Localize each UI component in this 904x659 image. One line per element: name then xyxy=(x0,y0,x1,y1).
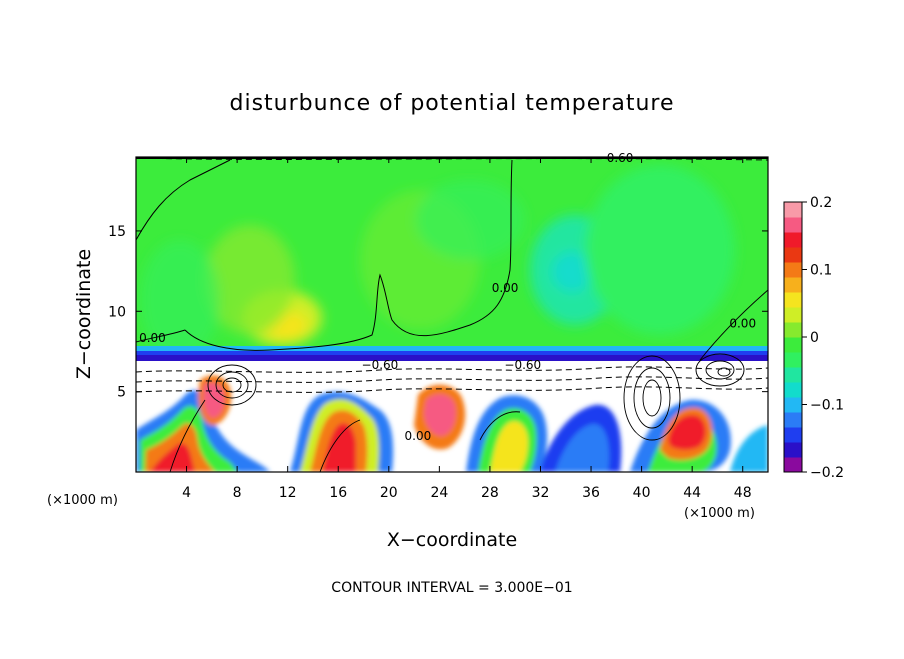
contour-label: 0.00 xyxy=(405,429,432,443)
x-tick-label: 36 xyxy=(582,485,600,501)
colorbar-swatch xyxy=(784,322,802,338)
contour-label: 0.00 xyxy=(139,331,166,345)
colorbar-swatch xyxy=(784,262,802,278)
colorbar xyxy=(783,201,803,473)
colorbar-swatch xyxy=(784,367,802,383)
x-tick-label: 48 xyxy=(734,485,752,501)
colorbar-tick-label: 0.1 xyxy=(810,263,832,279)
colorbar-ticks: 0.2 0.1 0 −0.1 −0.2 xyxy=(802,195,844,481)
colorbar-tick-label: −0.1 xyxy=(810,398,844,414)
x-tick-label: 4 xyxy=(182,485,191,501)
contour-label: −0.60 xyxy=(362,358,399,372)
colorbar-swatch xyxy=(784,277,802,293)
y-axis-ticks: 5 10 15 xyxy=(108,224,768,401)
x-tick-label: 20 xyxy=(380,485,398,501)
y-tick-label: 15 xyxy=(108,224,126,240)
y-tick-label: 5 xyxy=(117,385,126,401)
heatmap-field xyxy=(136,157,768,472)
x-tick-label: 12 xyxy=(279,485,297,501)
x-tick-label: 24 xyxy=(430,485,448,501)
y-tick-label: 10 xyxy=(108,304,126,320)
contour-interval-note: CONTOUR INTERVAL = 3.000E−01 xyxy=(331,580,572,596)
colorbar-swatch xyxy=(784,202,802,218)
contour-label: 0.00 xyxy=(492,281,519,295)
colorbar-tick-label: −0.2 xyxy=(810,465,844,481)
colorbar-tick-label: 0.2 xyxy=(810,195,832,211)
x-tick-label: 16 xyxy=(329,485,347,501)
chart-title: disturbunce of potential temperature xyxy=(230,91,675,116)
x-tick-label: 32 xyxy=(532,485,550,501)
x-tick-label: 28 xyxy=(481,485,499,501)
x-unit-left: (×1000 m) xyxy=(47,493,118,508)
colorbar-swatch xyxy=(784,382,802,398)
colorbar-swatch xyxy=(784,397,802,413)
colorbar-swatch xyxy=(784,247,802,263)
x-axis-ticks: 4 8 12 16 20 24 28 32 36 40 44 48 xyxy=(182,157,752,501)
x-unit-right: (×1000 m) xyxy=(684,506,755,521)
colorbar-tick-label: 0 xyxy=(810,330,819,346)
colorbar-swatch xyxy=(784,292,802,308)
contour-label: −0.60 xyxy=(597,151,634,165)
colorbar-swatch xyxy=(784,412,802,428)
y-axis-label: Z−coordinate xyxy=(73,249,95,379)
x-axis-label: X−coordinate xyxy=(387,529,517,551)
colorbar-swatch xyxy=(784,442,802,458)
colorbar-swatch xyxy=(784,217,802,233)
colorbar-swatch xyxy=(784,427,802,443)
contour-labels: 0.00 0.00 −0.60 −0.60 0.00 −0.60 0.00 xyxy=(139,151,756,443)
colorbar-swatch xyxy=(784,337,802,353)
x-tick-label: 40 xyxy=(633,485,651,501)
colorbar-swatch xyxy=(784,352,802,368)
colorbar-swatch xyxy=(784,307,802,323)
colorbar-swatch xyxy=(784,457,802,473)
x-tick-label: 44 xyxy=(683,485,701,501)
x-tick-label: 8 xyxy=(233,485,242,501)
contour-label: 0.00 xyxy=(729,316,756,330)
contour-label: −0.60 xyxy=(504,358,541,372)
colorbar-swatch xyxy=(784,232,802,248)
